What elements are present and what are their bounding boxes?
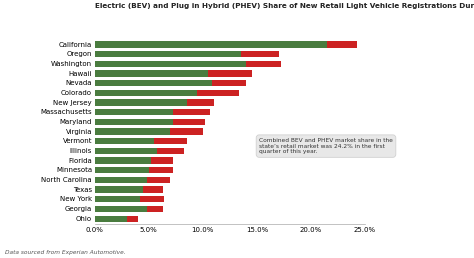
Bar bbox=[95, 61, 246, 67]
Bar bbox=[173, 109, 210, 115]
Bar bbox=[127, 215, 138, 222]
Bar bbox=[95, 99, 187, 106]
Text: Combined BEV and PHEV market share in the
state’s retail market was 24.2% in the: Combined BEV and PHEV market share in th… bbox=[259, 138, 393, 154]
Text: Data sourced from Experian Automotive.: Data sourced from Experian Automotive. bbox=[5, 251, 125, 255]
Bar bbox=[154, 138, 187, 144]
Bar bbox=[95, 187, 144, 193]
Bar bbox=[95, 128, 171, 135]
Bar bbox=[95, 138, 154, 144]
Bar bbox=[146, 177, 171, 183]
Bar bbox=[211, 80, 246, 86]
Bar bbox=[95, 206, 146, 212]
Bar bbox=[208, 70, 252, 77]
Bar bbox=[95, 109, 173, 115]
Bar bbox=[144, 187, 163, 193]
Bar bbox=[246, 61, 281, 67]
Bar bbox=[173, 119, 205, 125]
Bar bbox=[157, 148, 184, 154]
Bar bbox=[95, 41, 327, 48]
Bar bbox=[187, 99, 214, 106]
Bar bbox=[151, 157, 173, 164]
Bar bbox=[95, 90, 198, 96]
Bar bbox=[327, 41, 357, 48]
Bar bbox=[140, 196, 164, 203]
Text: Electric (BEV) and Plug in Hybrid (PHEV) Share of New Retail Light Vehicle Regis: Electric (BEV) and Plug in Hybrid (PHEV)… bbox=[95, 3, 474, 9]
Bar bbox=[95, 177, 146, 183]
Bar bbox=[95, 167, 149, 173]
Bar bbox=[149, 167, 173, 173]
Bar bbox=[198, 90, 238, 96]
Bar bbox=[95, 51, 241, 57]
Bar bbox=[95, 157, 151, 164]
Bar bbox=[146, 206, 163, 212]
Bar bbox=[241, 51, 279, 57]
Bar bbox=[95, 196, 140, 203]
Bar bbox=[95, 215, 127, 222]
Bar bbox=[95, 119, 173, 125]
Bar bbox=[95, 80, 211, 86]
Bar bbox=[95, 70, 208, 77]
Bar bbox=[171, 128, 203, 135]
Bar bbox=[95, 148, 157, 154]
